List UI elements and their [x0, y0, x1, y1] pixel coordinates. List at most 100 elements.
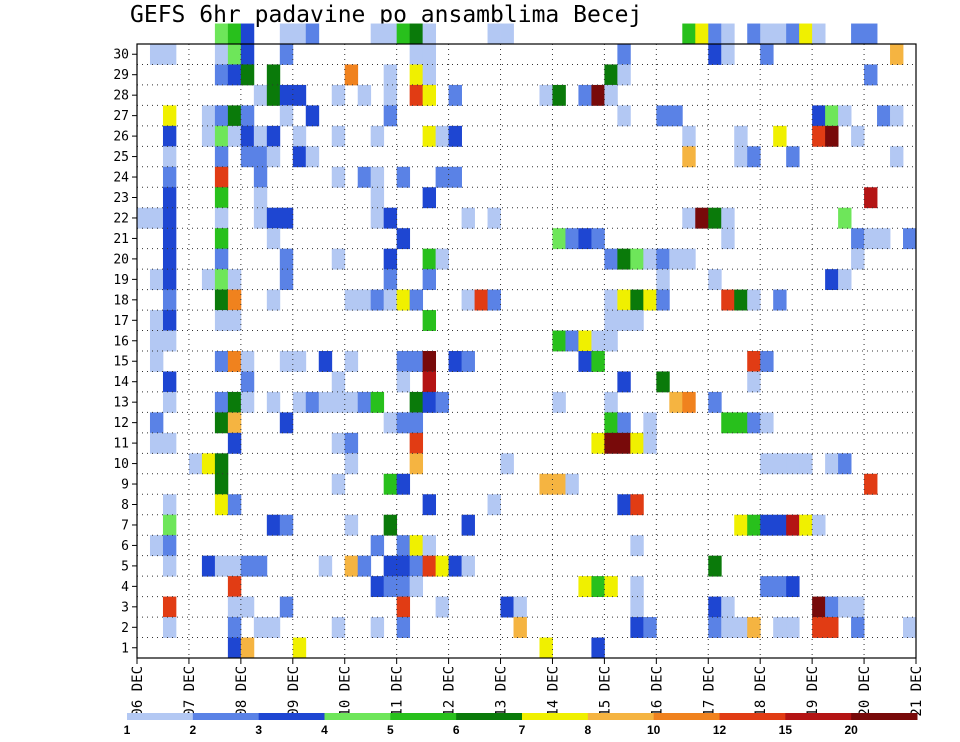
precip-cell [851, 125, 865, 147]
precip-cell [292, 84, 307, 106]
precip-cell [409, 351, 424, 372]
precip-cell [851, 617, 865, 638]
precip-cell [214, 125, 229, 147]
precip-cell [565, 228, 579, 250]
precip-cell [630, 432, 644, 454]
precip-cell [383, 105, 398, 127]
precip-cell [162, 105, 177, 127]
precip-cell [487, 289, 501, 311]
precip-cell [396, 371, 411, 393]
precip-cell [253, 84, 268, 106]
precip-cell [890, 105, 904, 127]
precip-cell [552, 473, 566, 495]
precip-cell [253, 166, 268, 188]
precip-cell [227, 576, 242, 597]
precip-cell [279, 596, 294, 618]
precip-cell [227, 64, 242, 86]
y-tick-label: 15 [113, 355, 129, 370]
precip-cell [825, 453, 839, 475]
precip-cell [409, 453, 424, 475]
precip-cell [422, 555, 437, 577]
precip-cell [383, 473, 398, 495]
x-tick-label: 15 DEC [597, 666, 613, 717]
precip-cell [617, 44, 631, 65]
precip-cell [149, 207, 164, 229]
precip-cell [227, 44, 242, 65]
precip-cell [682, 248, 696, 270]
precip-cell [409, 64, 424, 86]
precip-cell [721, 412, 735, 434]
precip-cell [682, 125, 696, 147]
precip-cell [409, 23, 424, 45]
precip-cell [669, 105, 683, 127]
precip-cell [279, 269, 294, 290]
precip-cell [149, 269, 164, 290]
x-tick-label: 13 DEC [494, 666, 510, 717]
precip-cell [266, 146, 281, 168]
precip-cell [266, 391, 281, 413]
precip-cell [227, 125, 242, 147]
precip-cell [279, 84, 294, 106]
precip-cell [591, 351, 605, 372]
precip-cell [162, 391, 177, 413]
precip-cell [461, 555, 475, 577]
precip-cell [149, 351, 164, 372]
precip-cell [760, 44, 774, 65]
precip-cell [214, 473, 229, 495]
precip-cell [461, 351, 475, 372]
x-tick-label: 12 DEC [442, 666, 458, 717]
precip-cell [773, 576, 787, 597]
precip-cell [396, 596, 411, 618]
legend-swatch [390, 713, 457, 720]
precip-cell [266, 228, 281, 250]
precip-cell [383, 248, 398, 270]
precip-cell [292, 146, 307, 168]
precip-cell [617, 371, 631, 393]
precip-cell [812, 596, 826, 618]
precip-cell [903, 228, 917, 250]
precip-cell [240, 596, 255, 618]
precip-cell [227, 412, 242, 434]
precip-cell [214, 269, 229, 290]
precip-cell [396, 166, 411, 188]
precip-cell [383, 412, 398, 434]
precip-cell [695, 23, 709, 45]
precip-cell [617, 64, 631, 86]
precip-cell [877, 105, 891, 127]
precip-cell [864, 473, 878, 495]
legend-label: 2 [189, 723, 196, 737]
legend-label: 3 [255, 723, 262, 737]
precip-cell [565, 330, 579, 352]
precip-cell [396, 576, 411, 597]
precip-cell [838, 207, 852, 229]
precip-cell [591, 432, 605, 454]
precip-cell [357, 555, 372, 577]
precip-cell [137, 207, 151, 229]
legend-label: 10 [647, 723, 661, 737]
legend-swatch [127, 713, 194, 720]
precip-cell [435, 248, 449, 270]
y-tick-label: 18 [113, 293, 129, 308]
precip-cell [422, 187, 437, 209]
precip-cell [240, 64, 255, 86]
precip-cell [162, 187, 177, 209]
precip-cell [422, 371, 437, 393]
precip-cell [240, 23, 255, 45]
precip-cell [487, 494, 501, 516]
precip-cell [786, 146, 800, 168]
precip-cell [552, 228, 566, 250]
precip-cell [383, 84, 398, 106]
precip-cell [708, 207, 722, 229]
y-tick-label: 11 [113, 437, 129, 452]
precip-cell [630, 494, 644, 516]
precip-cell [812, 23, 826, 45]
precip-cell [513, 617, 527, 638]
precip-cell [240, 351, 255, 372]
precip-cell [162, 146, 177, 168]
x-tick-label: 06 DEC [130, 666, 146, 717]
precip-cell [747, 351, 761, 372]
cells-group [137, 23, 917, 659]
precip-cell [760, 412, 774, 434]
precip-cell [578, 84, 592, 106]
precip-cell [812, 125, 826, 147]
